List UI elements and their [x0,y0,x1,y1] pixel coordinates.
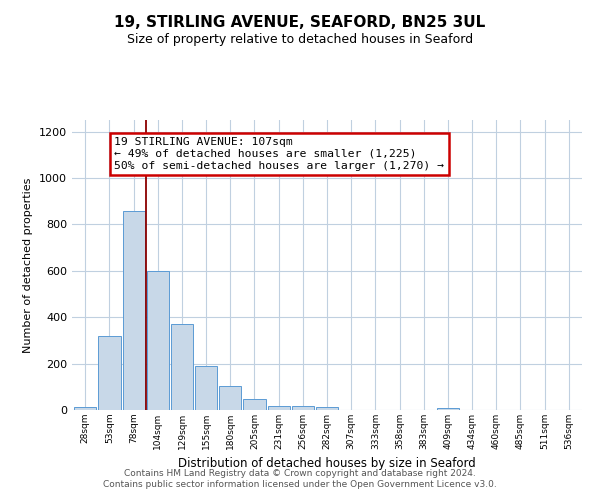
Text: 19, STIRLING AVENUE, SEAFORD, BN25 3UL: 19, STIRLING AVENUE, SEAFORD, BN25 3UL [115,15,485,30]
Bar [219,386,241,410]
Bar [74,407,97,410]
Bar [268,406,290,410]
Bar [98,336,121,410]
Text: 19 STIRLING AVENUE: 107sqm
← 49% of detached houses are smaller (1,225)
50% of s: 19 STIRLING AVENUE: 107sqm ← 49% of deta… [114,138,444,170]
Y-axis label: Number of detached properties: Number of detached properties [23,178,34,352]
X-axis label: Distribution of detached houses by size in Seaford: Distribution of detached houses by size … [178,458,476,470]
Bar [437,408,459,410]
Bar [171,324,193,410]
Bar [122,211,145,410]
Text: Size of property relative to detached houses in Seaford: Size of property relative to detached ho… [127,32,473,46]
Text: Contains HM Land Registry data © Crown copyright and database right 2024.: Contains HM Land Registry data © Crown c… [124,468,476,477]
Bar [292,406,314,410]
Bar [244,399,266,410]
Bar [316,407,338,410]
Bar [195,366,217,410]
Bar [146,271,169,410]
Text: Contains public sector information licensed under the Open Government Licence v3: Contains public sector information licen… [103,480,497,489]
